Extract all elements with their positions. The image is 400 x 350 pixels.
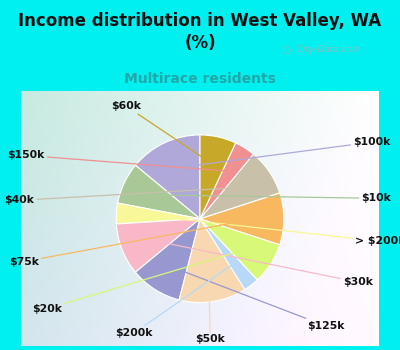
Text: $60k: $60k (112, 102, 210, 162)
Wedge shape (200, 219, 280, 280)
Text: $30k: $30k (150, 240, 373, 287)
Wedge shape (136, 135, 200, 219)
Wedge shape (200, 143, 254, 219)
Text: $150k: $150k (8, 150, 227, 171)
Text: > $200k: > $200k (147, 216, 400, 246)
Text: $200k: $200k (115, 265, 232, 338)
Wedge shape (116, 219, 200, 272)
Text: Income distribution in West Valley, WA
(%): Income distribution in West Valley, WA (… (18, 12, 382, 52)
Wedge shape (200, 193, 284, 245)
Wedge shape (118, 165, 200, 219)
Text: $75k: $75k (9, 219, 254, 267)
Text: $100k: $100k (179, 137, 390, 168)
Wedge shape (116, 203, 200, 224)
Text: Multirace residents: Multirace residents (124, 72, 276, 86)
Wedge shape (200, 135, 236, 219)
Text: $10k: $10k (152, 193, 391, 203)
Text: $125k: $125k (172, 267, 345, 331)
Wedge shape (136, 219, 200, 300)
Text: City-Data.com: City-Data.com (291, 45, 361, 54)
Text: $50k: $50k (195, 277, 225, 344)
Wedge shape (200, 219, 257, 289)
Text: ○: ○ (282, 45, 291, 55)
Text: $20k: $20k (32, 250, 245, 314)
Wedge shape (200, 154, 280, 219)
Text: $40k: $40k (4, 187, 244, 205)
Wedge shape (179, 219, 245, 302)
